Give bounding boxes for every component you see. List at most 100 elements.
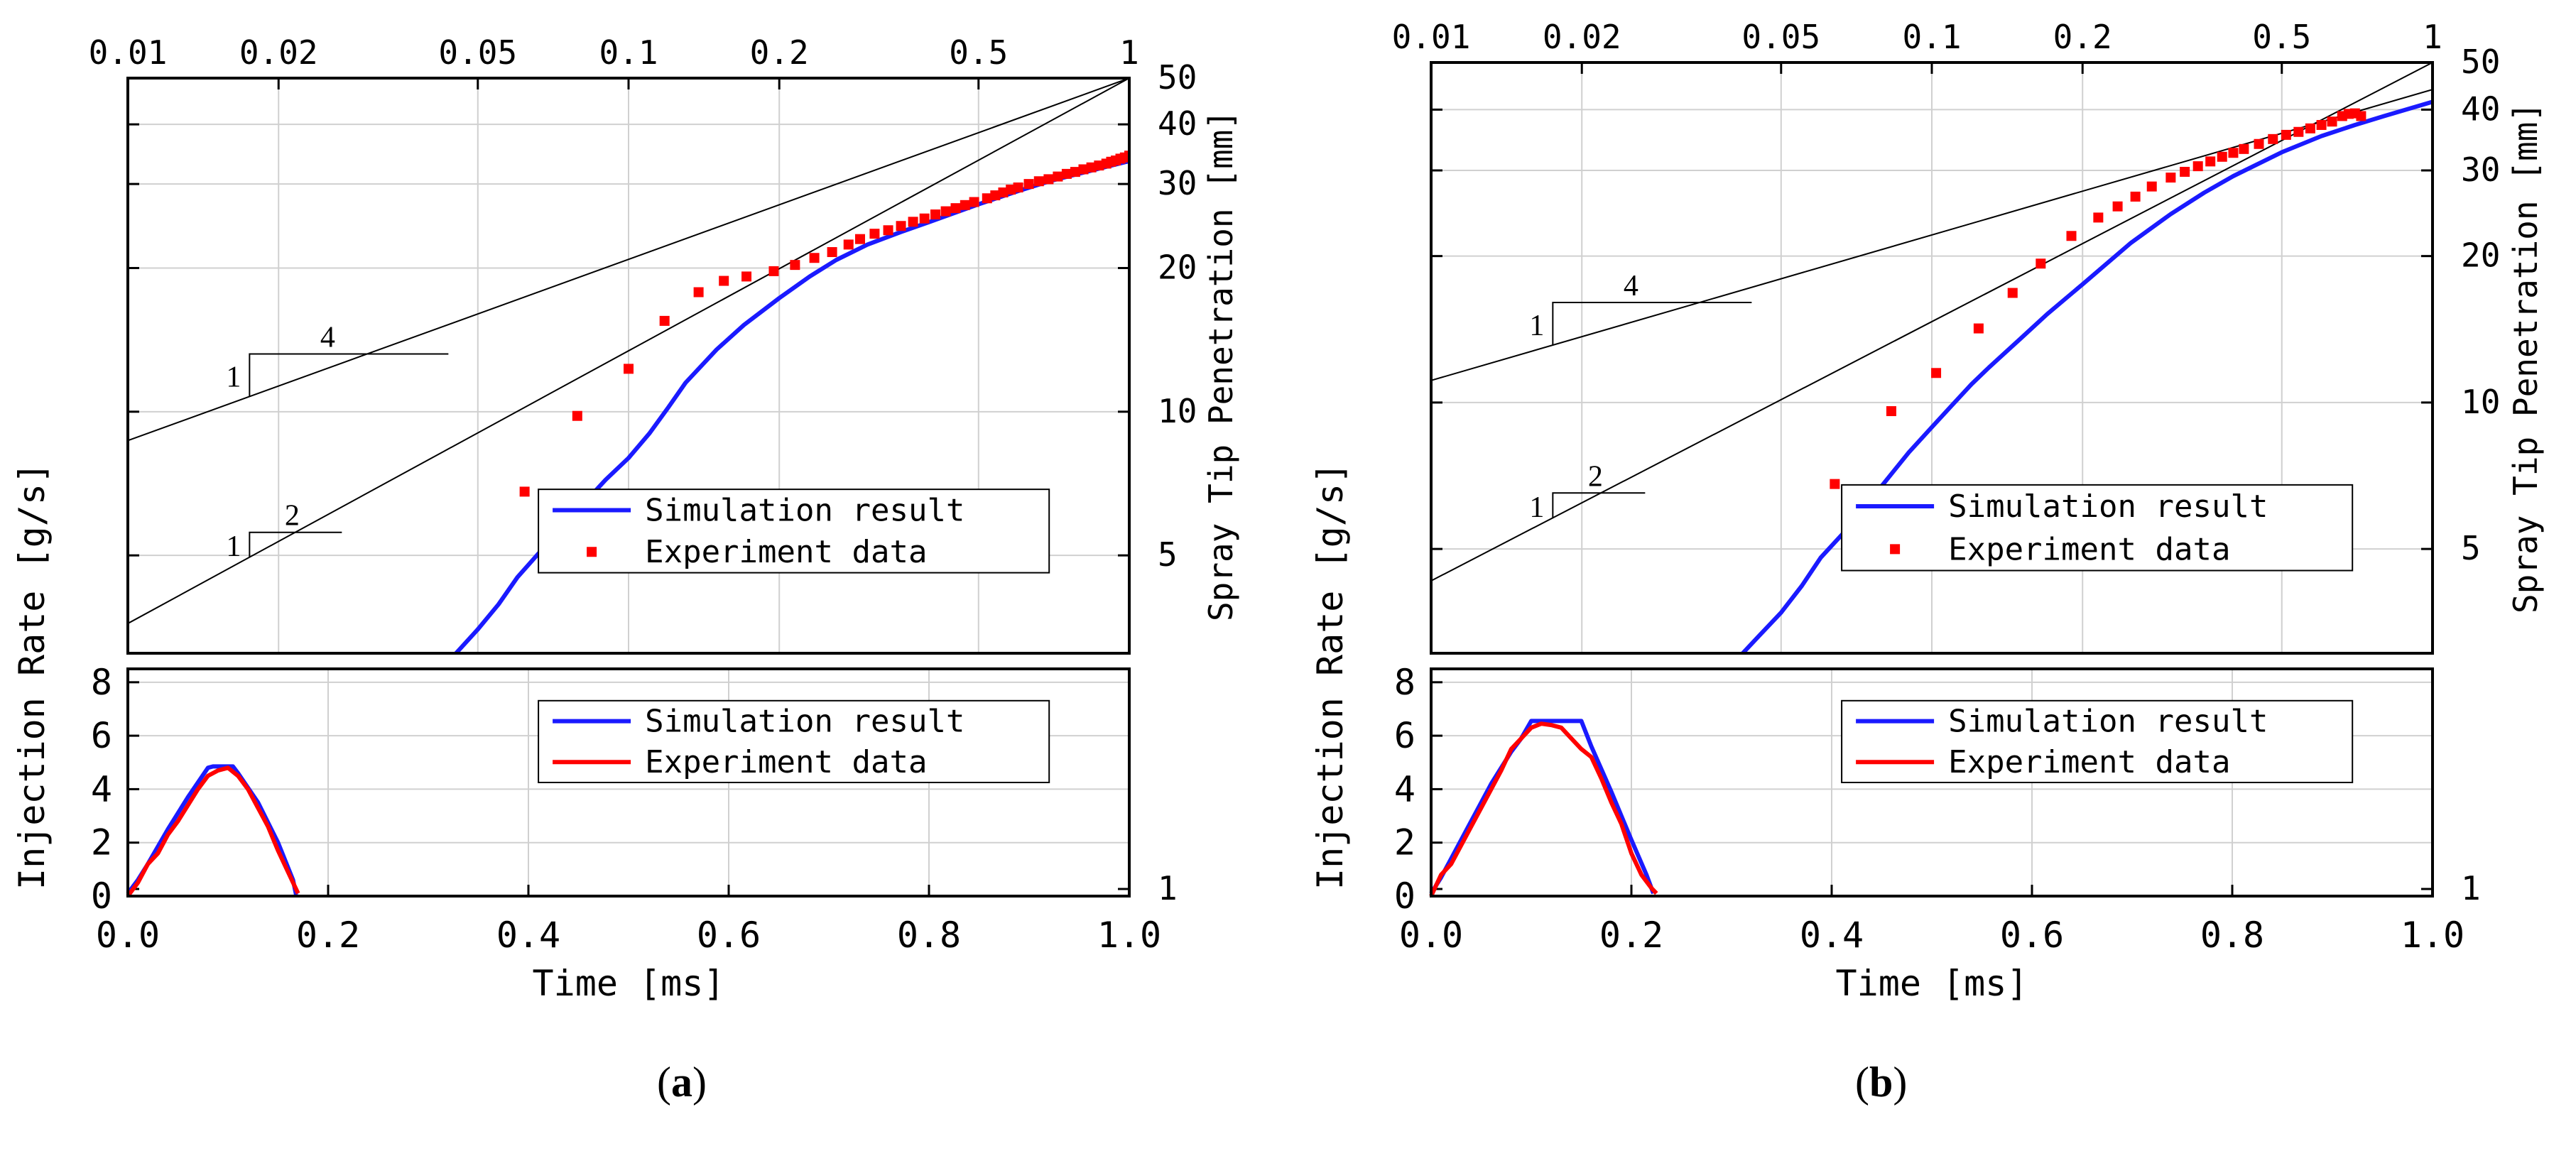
top-series-experiment-point [919, 213, 930, 224]
top-x-tick-label-5: 0.5 [2252, 18, 2311, 56]
bottom-series-experiment-line [126, 765, 300, 898]
top-series-experiment-point [519, 486, 530, 497]
panel-label-a: (a) [657, 1058, 707, 1107]
bottom-plot: 0.0 0.2 0.4 0.6 0.8 1.0 0 2 4 6 8 Time [ms] Injectio… [1310, 462, 2464, 1004]
top-series-experiment-point [1078, 164, 1089, 175]
top-legend-entry-0: Simulation result [1948, 489, 2268, 525]
top-series-experiment-point [2281, 129, 2291, 140]
top-legend-swatch-experiment [587, 547, 597, 557]
top-legend-box [538, 489, 1050, 574]
right-y-tick-label-6: 50 [2461, 43, 2500, 81]
top-series-experiment-point [908, 217, 918, 227]
top-x-tick-label-2: 0.05 [1741, 18, 1820, 56]
slope-line-4 [1431, 89, 2433, 381]
bottom-legend-box [1841, 699, 2354, 783]
top-series-experiment-point [2205, 156, 2216, 167]
panel-label-b-open: ( [1855, 1059, 1869, 1106]
top-series-experiment-point [768, 266, 779, 276]
top-plot-area [128, 78, 1129, 653]
top-series-experiment-point [2254, 138, 2264, 149]
slope-run-label-2: 2 [285, 500, 300, 533]
top-legend-entry-0: Simulation result [645, 493, 964, 529]
top-series-experiment-point [990, 190, 1001, 201]
bottom-y-axis-title: Injection Rate [g/s] [1310, 462, 1351, 890]
top-series-experiment-point [2146, 181, 2157, 192]
bottom-y-tick-label-3: 6 [91, 715, 112, 756]
top-series-experiment-point [2316, 119, 2327, 130]
right-y-tick-label-3: 20 [1158, 248, 1197, 286]
top-series-experiment-point [809, 253, 820, 263]
bottom-series-experiment-line [1429, 721, 1658, 898]
top-series-experiment-point [624, 364, 634, 374]
bottom-plot-frame [126, 667, 1131, 898]
right-y-tick-label-1: 5 [2461, 529, 2481, 567]
top-series-experiment-point [827, 247, 837, 258]
bottom-legend: Simulation result Experiment data [538, 699, 1050, 783]
top-series-experiment-point [2293, 126, 2304, 137]
top-series-experiment-point [883, 225, 893, 236]
bottom-x-tick-label-3: 0.6 [697, 915, 761, 956]
top-series-experiment-point [2036, 258, 2046, 269]
right-y-tick-label-3: 20 [2461, 236, 2500, 275]
top-series-experiment-point [1124, 151, 1129, 161]
top-legend: Simulation result Experiment data [1841, 484, 2354, 572]
bottom-x-axis-title: Time [ms] [1836, 963, 2028, 1004]
slope-rise-label-4: 1 [1529, 310, 1544, 342]
bottom-x-tick-label-0: 0.0 [96, 915, 160, 956]
right-y-axis-title: Spray Tip Penetration [mm] [2506, 102, 2545, 613]
slope-run-label-4: 4 [1624, 270, 1638, 302]
panel-label-b-letter: b [1869, 1059, 1893, 1106]
top-x-tick-label-5: 0.5 [949, 33, 1008, 72]
top-plot-area [1431, 62, 2433, 653]
slope-run-label-4: 4 [320, 321, 335, 354]
bottom-y-tick-label-2: 4 [1394, 768, 1415, 809]
top-series-experiment-point [2093, 212, 2104, 223]
top-x-tick-label-4: 0.2 [750, 33, 809, 72]
bottom-y-tick-label-4: 8 [1394, 662, 1415, 703]
bottom-series-simulation-line [1429, 719, 1656, 895]
top-series-experiment-point [1043, 174, 1054, 185]
top-series-experiment-point [2305, 123, 2315, 133]
right-y-tick-label-4: 30 [1158, 164, 1197, 202]
bottom-x-tick-label-2: 0.4 [1800, 915, 1864, 956]
top-plot: 1 4 1 2 0.01 0.02 0.05 0.1 0.2 0.5 1 1 5 10 20 30 40 50Sp… [1392, 18, 2545, 907]
bottom-legend-box [538, 699, 1050, 783]
right-y-tick-label-2: 10 [1158, 392, 1197, 430]
top-series-experiment-point [2192, 161, 2203, 172]
right-y-tick-label-1: 5 [1158, 535, 1178, 574]
top-series-experiment-point [1830, 479, 1840, 489]
top-legend-swatch-experiment [1890, 544, 1901, 555]
bottom-x-tick-label-5: 1.0 [2401, 915, 2464, 956]
top-series-experiment-point [1070, 167, 1080, 178]
panel-label-a-close: ) [692, 1059, 707, 1106]
bottom-legend-entry-1: Experiment data [645, 744, 927, 780]
bottom-y-tick-label-1: 2 [91, 822, 112, 863]
bottom-legend-entry-0: Simulation result [645, 704, 964, 740]
top-series-experiment-point [1033, 176, 1044, 187]
right-y-tick-label-2: 10 [2461, 383, 2500, 421]
slope-run-label-2: 2 [1588, 460, 1603, 493]
slope-triangle-4 [1552, 302, 1752, 346]
right-y-tick-label-0: 1 [1158, 869, 1178, 907]
top-series-experiment-point [869, 229, 880, 239]
bottom-legend-entry-1: Experiment data [1948, 744, 2230, 780]
top-series-experiment-point [1931, 368, 1942, 378]
top-series-experiment-point [950, 203, 961, 214]
slope-line-4 [128, 78, 1129, 442]
panel-label-a-letter: a [670, 1059, 692, 1106]
right-y-tick-label-0: 1 [2461, 869, 2481, 907]
right-y-tick-label-5: 40 [1158, 104, 1197, 143]
top-series-experiment-point [2130, 191, 2141, 202]
top-x-tick-label-1: 0.02 [239, 33, 318, 72]
top-series-simulation-line [1739, 99, 2433, 653]
slope-triangle-2 [249, 531, 342, 557]
bottom-x-tick-label-4: 0.8 [897, 915, 961, 956]
top-series-experiment-point [659, 315, 670, 326]
top-series-experiment-point [2066, 231, 2077, 241]
slope-triangle-2 [1552, 492, 1646, 518]
top-series-experiment-point [1053, 171, 1063, 182]
top-series-experiment-point [1973, 323, 1984, 334]
bottom-x-tick-label-5: 1.0 [1097, 915, 1161, 956]
top-legend-entry-1: Experiment data [1948, 531, 2230, 567]
